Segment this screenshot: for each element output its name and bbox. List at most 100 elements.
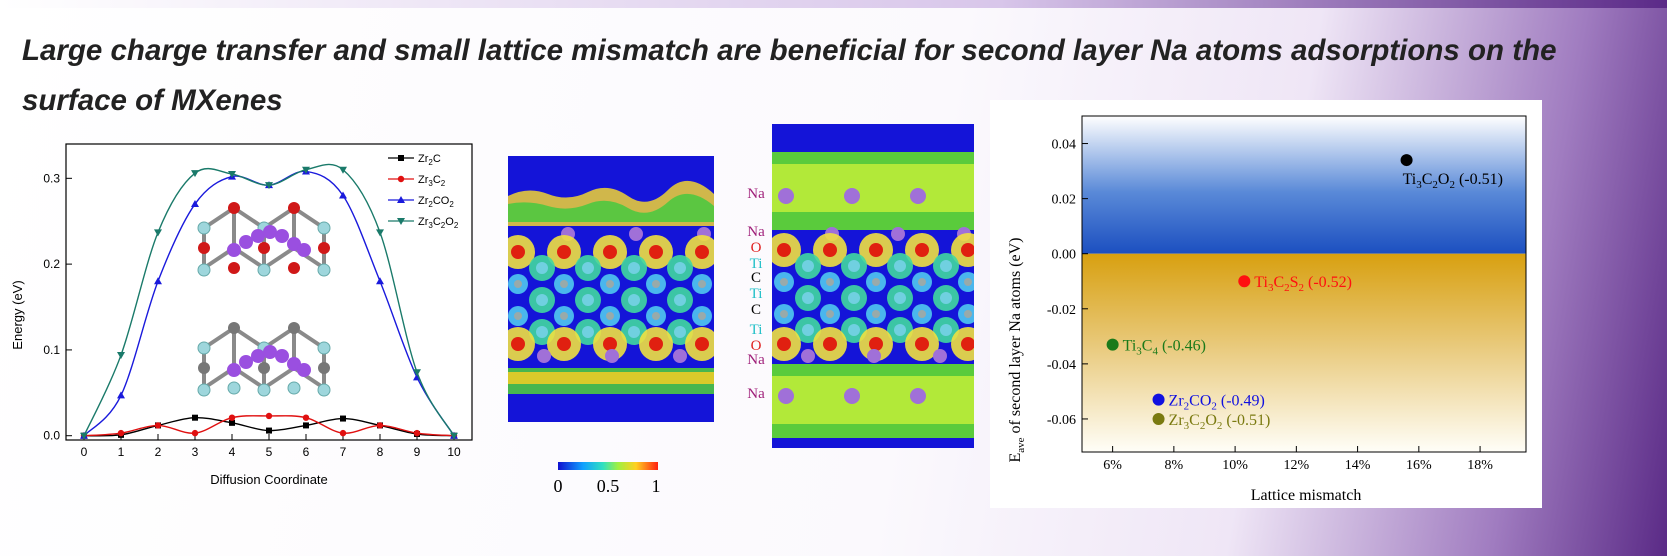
scatter-point-3 bbox=[1152, 393, 1165, 406]
atom-na bbox=[605, 349, 619, 363]
atom-ti bbox=[802, 260, 814, 272]
atom-o bbox=[695, 337, 709, 351]
energy-point-3-5 bbox=[265, 182, 273, 190]
energy-point-1-6 bbox=[302, 414, 310, 421]
atom-c bbox=[918, 310, 926, 318]
legend-marker-1 bbox=[397, 175, 405, 183]
energy-y-tick-label-2: 0.2 bbox=[43, 257, 60, 271]
legend-label-2: Zr2CO2 bbox=[418, 195, 454, 209]
atom-o bbox=[777, 337, 791, 351]
energy-point-3-4 bbox=[228, 171, 236, 179]
atom-c bbox=[652, 312, 660, 320]
layer-label-0: Na bbox=[747, 186, 765, 202]
energy-x-tick-label-0: 0 bbox=[81, 445, 88, 459]
scatter-point-1 bbox=[1238, 275, 1251, 288]
energy-point-0-6 bbox=[303, 422, 309, 429]
atom-ti bbox=[628, 294, 640, 306]
atom-ti bbox=[536, 326, 548, 338]
zr3c2o2-structure-inset bbox=[197, 322, 331, 397]
energy-x-tick-label-8: 8 bbox=[377, 445, 384, 459]
energy-point-1-9 bbox=[413, 429, 421, 437]
atom-o bbox=[511, 337, 525, 351]
legend-marker-2 bbox=[397, 196, 405, 203]
atom-na bbox=[537, 349, 551, 363]
scatter-y-tick-label-1: 0.02 bbox=[1052, 193, 1077, 208]
energy-x-tick-label-9: 9 bbox=[414, 445, 421, 459]
atom-c bbox=[698, 312, 706, 320]
atom-c bbox=[872, 310, 880, 318]
atom-na bbox=[933, 349, 947, 363]
energy-point-0-4 bbox=[229, 419, 235, 426]
atom-o bbox=[649, 337, 663, 351]
atom-o bbox=[915, 243, 929, 257]
charge-density-map-left bbox=[508, 156, 714, 422]
layer-label-3: Ti bbox=[749, 256, 763, 272]
atom-ti bbox=[674, 262, 686, 274]
scatter-y-tick-label-5: -0.06 bbox=[1047, 413, 1076, 428]
atom-c bbox=[514, 280, 522, 288]
layer-label-6: C bbox=[750, 302, 761, 318]
atom-na bbox=[844, 388, 860, 404]
lattice-mismatch-chart: 6% 8% 10% 12% 14% 16% 18% 0.04 0.02 0.00 -0.02 -0.0… bbox=[1007, 115, 1527, 504]
atom-na bbox=[778, 388, 794, 404]
layer-label-4: C bbox=[750, 270, 761, 286]
layer-label-8: O bbox=[750, 338, 762, 354]
scatter-x-tick-label-3: 12% bbox=[1284, 458, 1310, 473]
atom-c bbox=[826, 310, 834, 318]
energy-y-axis-label: Energy (eV) bbox=[10, 280, 25, 349]
atom-o bbox=[695, 245, 709, 259]
atom-na bbox=[867, 349, 881, 363]
energy-point-2-8 bbox=[376, 277, 384, 285]
energy-y-tick-label-0: 0.0 bbox=[43, 429, 60, 443]
colorbar-tick-0: 0 bbox=[554, 476, 563, 496]
atom-c bbox=[872, 278, 880, 286]
atom-o bbox=[649, 245, 663, 259]
atom-ti bbox=[894, 324, 906, 336]
atom-ti bbox=[894, 260, 906, 272]
atom-o bbox=[511, 245, 525, 259]
atom-o bbox=[603, 337, 617, 351]
energy-point-1-4 bbox=[228, 414, 236, 421]
scatter-point-label-2: Ti3C4 (-0.46) bbox=[1123, 338, 1206, 358]
atom-o bbox=[961, 243, 974, 257]
scatter-y-tick-label-2: 0.00 bbox=[1052, 248, 1077, 263]
energy-x-axis-label: Diffusion Coordinate bbox=[210, 472, 328, 487]
energy-point-2-3 bbox=[191, 200, 199, 208]
atom-ti bbox=[848, 324, 860, 336]
atom-c bbox=[780, 278, 788, 286]
atom-c bbox=[964, 278, 972, 286]
atom-c bbox=[964, 310, 972, 318]
atom-na bbox=[801, 349, 815, 363]
positive-region bbox=[1082, 116, 1526, 254]
energy-point-1-3 bbox=[191, 429, 199, 437]
scatter-y-tick-label-0: 0.04 bbox=[1052, 138, 1077, 153]
energy-point-3-10 bbox=[450, 432, 458, 440]
legend-label-1: Zr3C2 bbox=[418, 174, 446, 188]
atom-na bbox=[673, 349, 687, 363]
atom-o bbox=[915, 337, 929, 351]
atom-c bbox=[606, 312, 614, 320]
atom-c bbox=[826, 278, 834, 286]
atom-c bbox=[918, 278, 926, 286]
scatter-point-label-3: Zr2CO2 (-0.49) bbox=[1169, 393, 1265, 413]
energy-point-3-2 bbox=[154, 229, 162, 237]
energy-point-0-7 bbox=[340, 415, 346, 422]
scatter-point-0 bbox=[1400, 154, 1413, 167]
energy-y-tick-label-1: 0.1 bbox=[43, 343, 60, 357]
atom-ti bbox=[940, 260, 952, 272]
colorbar: 0 0.5 1 bbox=[554, 462, 661, 496]
atom-o bbox=[823, 337, 837, 351]
energy-point-0-3 bbox=[192, 414, 198, 421]
scatter-y-tick-label-3: -0.02 bbox=[1047, 303, 1076, 318]
energy-point-2-7 bbox=[339, 191, 347, 199]
scatter-point-label-0: Ti3C2O2 (-0.51) bbox=[1403, 171, 1503, 191]
energy-point-0-5 bbox=[266, 427, 272, 434]
legend-marker-3 bbox=[397, 218, 405, 225]
atom-ti bbox=[940, 324, 952, 336]
energy-y-tick-label-3: 0.3 bbox=[43, 171, 60, 185]
energy-x-tick-label-7: 7 bbox=[340, 445, 347, 459]
scatter-point-label-4: Zr3C2O2 (-0.51) bbox=[1169, 412, 1271, 432]
legend-label-3: Zr3C2O2 bbox=[418, 216, 459, 230]
structure-insets bbox=[197, 202, 331, 397]
atom-ti bbox=[802, 292, 814, 304]
